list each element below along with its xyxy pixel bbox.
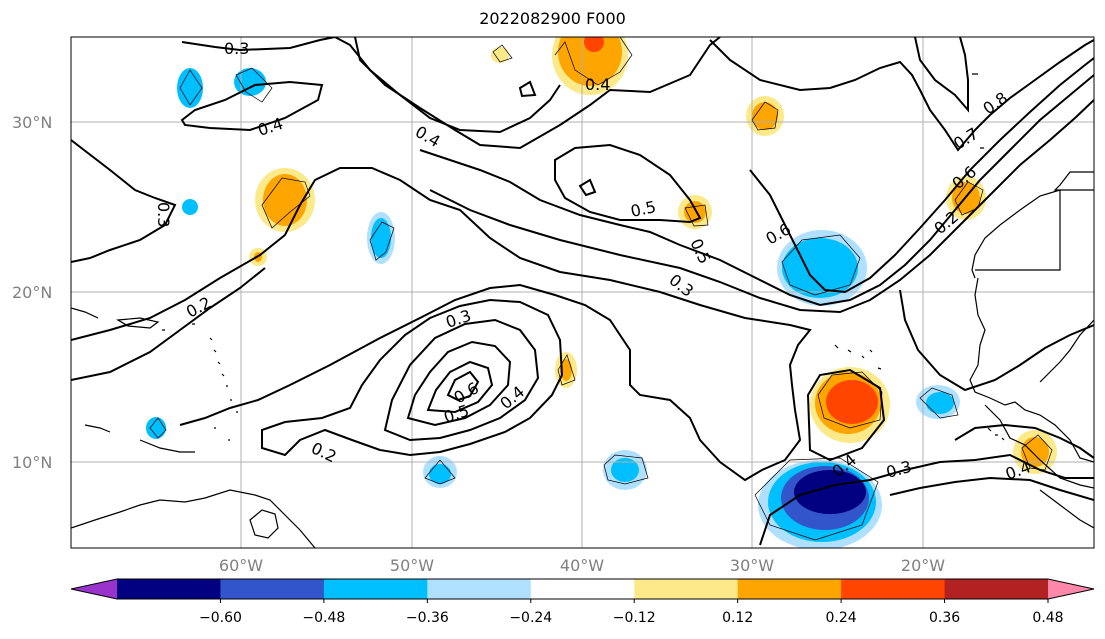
colorbar: −0.60 −0.48 −0.36 −0.24 −0.12 0.12 0.24 0.36 0.4… [70, 578, 1095, 626]
colorbar-segment [737, 579, 842, 599]
negative-anomaly-patch [429, 464, 451, 484]
coastlines [71, 73, 1094, 548]
lat-label-20n: 20°N [12, 283, 52, 302]
colorbar-segment [634, 579, 739, 599]
positive-anomaly-patch [826, 380, 878, 424]
colorbar-tick-label: −0.12 [613, 610, 656, 626]
colorbar-outline [70, 578, 1095, 600]
positive-anomaly-patch [752, 102, 778, 130]
colorbar-segment [117, 579, 221, 599]
gridlines [71, 37, 1094, 548]
positive-anomaly-patch [558, 37, 622, 86]
negative-anomaly-patch [234, 68, 266, 96]
map-panel: 0.3 0.4 0.4 0.3 0.2 0.4 0.5 0.5 0.6 0.3 … [71, 37, 1094, 548]
colorbar-segment [220, 579, 325, 599]
colorbar-extend-min [71, 579, 117, 599]
shaded-field [146, 37, 1057, 548]
negative-anomaly-patch [371, 218, 391, 258]
latitude-labels: 30°N 20°N 10°N [12, 113, 52, 472]
longitude-labels: 60°W 50°W 40°W 30°W 20°W [219, 556, 945, 575]
map-frame [70, 36, 1095, 549]
lon-label-40w: 40°W [560, 556, 604, 575]
negative-anomaly-patch [794, 470, 866, 514]
colorbar-segment [944, 579, 1049, 599]
lon-label-50w: 50°W [390, 556, 434, 575]
patch-outlines [149, 37, 1053, 541]
negative-anomaly-patch [782, 238, 858, 298]
colorbar-segment [427, 579, 532, 599]
contour-label: 0.4 [585, 75, 610, 94]
negative-anomaly-patch [926, 392, 954, 414]
contour-label: 0.3 [154, 202, 173, 227]
contour-label: 0.3 [224, 39, 249, 58]
colorbar-tick-label: −0.36 [406, 610, 449, 626]
positive-anomaly-patch [263, 174, 307, 226]
colorbar-ticks: −0.60 −0.48 −0.36 −0.24 −0.12 0.12 0.24 0.36 0.4… [199, 599, 1064, 626]
colorbar-tick-label: 0.36 [929, 610, 960, 626]
positive-anomaly-patch [560, 359, 572, 381]
lat-label-30n: 30°N [12, 113, 52, 132]
positive-anomaly-patch [584, 37, 604, 52]
lon-label-60w: 60°W [219, 556, 263, 575]
colorbar-segment [841, 579, 946, 599]
figure-title: 2022082900 F000 [479, 9, 626, 28]
colorbar-tick-label: −0.60 [199, 610, 242, 626]
colorbar-segment [530, 579, 635, 599]
lat-label-10n: 10°N [12, 453, 52, 472]
positive-anomaly-patch [491, 47, 509, 63]
contour-lines [71, 37, 1094, 546]
colorbar-tick-label: 0.48 [1032, 610, 1063, 626]
colorbar-tick-label: 0.12 [722, 610, 753, 626]
negative-anomaly-patch [177, 68, 203, 108]
positive-anomaly-patch [1021, 437, 1049, 467]
colorbar-tick-label: −0.48 [302, 610, 345, 626]
colorbar-segments [70, 578, 1095, 600]
colorbar-extend-max [1048, 579, 1094, 599]
contour-label: 0.5 [629, 197, 658, 221]
colorbar-segment [323, 579, 428, 599]
lon-label-20w: 20°W [901, 556, 945, 575]
colorbar-tick-label: −0.24 [509, 610, 552, 626]
negative-anomaly-patch [611, 458, 639, 482]
colorbar-tick-label: 0.24 [826, 610, 857, 626]
negative-anomaly-patch [182, 199, 198, 215]
lon-label-30w: 30°W [730, 556, 774, 575]
